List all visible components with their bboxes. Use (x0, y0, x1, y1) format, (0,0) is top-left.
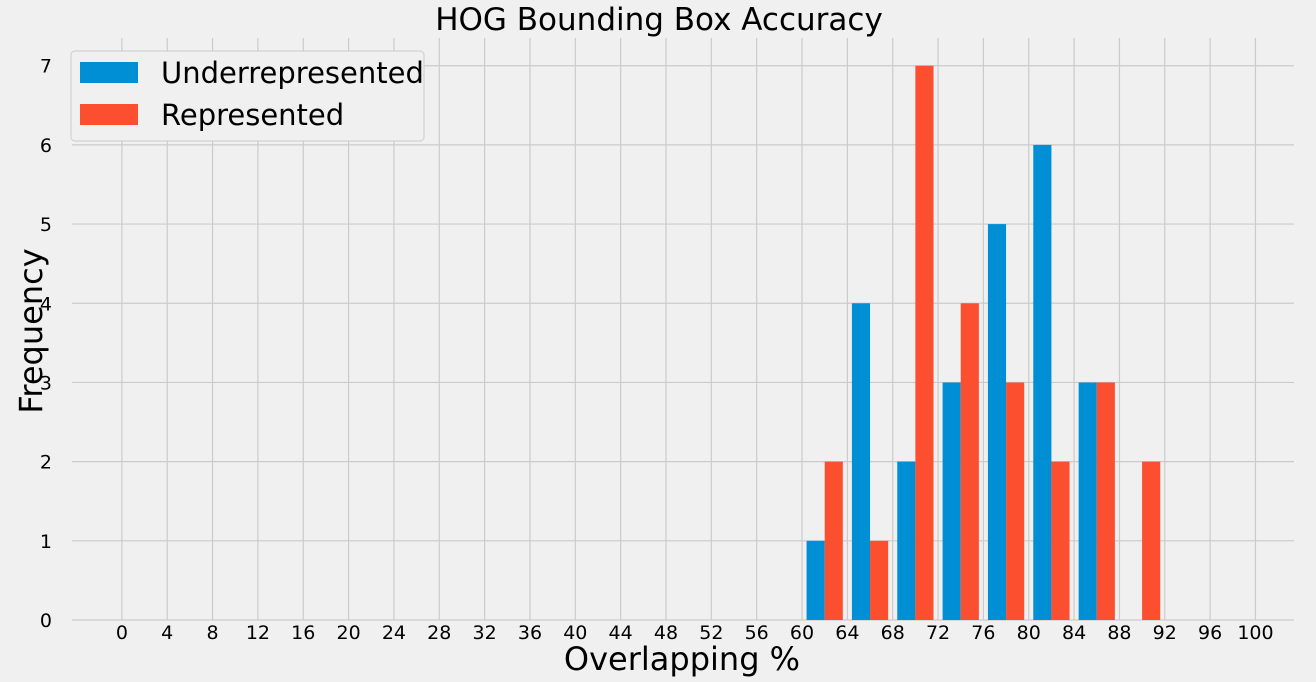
x-tick-label: 100 (1237, 622, 1273, 644)
x-tick-label: 16 (291, 622, 315, 644)
x-tick-label: 80 (1017, 622, 1041, 644)
x-tick-label: 4 (161, 622, 173, 644)
bar-underrepresented-72 (942, 382, 961, 620)
bars (806, 65, 1161, 621)
bar-underrepresented-68 (897, 461, 916, 620)
bar-underrepresented-76 (987, 224, 1007, 620)
x-tick-label: 24 (382, 622, 406, 644)
x-tick-label: 64 (835, 622, 859, 644)
bar-underrepresented-64 (851, 303, 871, 620)
y-tick-label: 1 (40, 531, 52, 553)
x-tick-label: 56 (745, 622, 769, 644)
y-tick-label: 4 (40, 293, 52, 315)
y-axis-title: Frequency (12, 248, 50, 413)
bar-represented-68 (915, 65, 934, 620)
x-tick-label: 48 (654, 622, 678, 644)
chart-title: HOG Bounding Box Accuracy (435, 2, 883, 38)
bar-represented-60 (824, 461, 843, 620)
x-axis-title: Overlapping % (564, 640, 800, 678)
bar-represented-64 (870, 540, 889, 620)
y-tick-label: 3 (40, 372, 52, 394)
bar-underrepresented-80 (1033, 144, 1052, 621)
y-tick-label: 0 (40, 610, 52, 632)
x-tick-label: 68 (881, 622, 905, 644)
x-tick-label: 44 (609, 622, 633, 644)
x-tick-label: 8 (207, 622, 219, 644)
x-tick-label: 84 (1062, 622, 1086, 644)
bar-represented-84 (1096, 382, 1115, 620)
y-tick-label: 7 (40, 56, 52, 78)
bar-represented-80 (1051, 461, 1070, 620)
legend-frame (70, 50, 425, 142)
x-tick-label: 36 (518, 622, 542, 644)
bar-represented-76 (1006, 382, 1025, 620)
legend-swatch-represented (80, 104, 138, 125)
legend-label-represented: Represented (161, 98, 344, 132)
x-tick-label: 88 (1107, 622, 1131, 644)
x-tick-label: 92 (1153, 622, 1177, 644)
x-tick-label: 40 (563, 622, 587, 644)
bar-underrepresented-60 (806, 540, 825, 620)
legend-label-underrepresented: Underrepresented (161, 56, 424, 90)
legend-swatch-underrepresented (80, 62, 138, 83)
x-tick-label: 52 (699, 622, 723, 644)
x-tick-labels: 0 4 8 12 16 20 24 28 32 36 40 44 48 52 56 60 64 68 72 76 80 8… (116, 622, 1274, 644)
x-tick-label: 76 (971, 622, 995, 644)
bar-underrepresented-84 (1078, 382, 1097, 620)
legend: Underrepresented Represented (70, 50, 425, 142)
x-tick-label: 60 (790, 622, 814, 644)
x-tick-label: 72 (926, 622, 950, 644)
x-tick-label: 32 (473, 622, 497, 644)
bar-represented-72 (960, 303, 979, 620)
x-tick-label: 12 (246, 622, 270, 644)
x-tick-label: 96 (1198, 622, 1222, 644)
bar-represented-88 (1142, 461, 1161, 620)
y-tick-label: 2 (40, 452, 52, 474)
x-tick-label: 20 (336, 622, 360, 644)
y-tick-label: 6 (40, 135, 52, 157)
x-tick-label: 0 (116, 622, 128, 644)
y-tick-labels: 0 1 2 3 4 5 6 7 (40, 56, 52, 632)
x-tick-label: 28 (427, 622, 451, 644)
y-tick-label: 5 (40, 214, 52, 236)
